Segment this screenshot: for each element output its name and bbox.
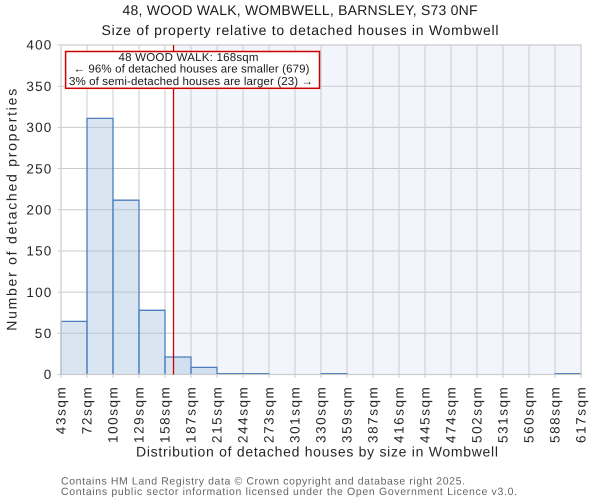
- svg-text:502sqm: 502sqm: [470, 387, 485, 443]
- svg-text:100: 100: [26, 285, 51, 300]
- svg-text:531sqm: 531sqm: [496, 387, 511, 443]
- svg-text:129sqm: 129sqm: [132, 387, 147, 443]
- svg-text:Number of detached properties: Number of detached properties: [4, 89, 20, 331]
- svg-text:250: 250: [26, 161, 51, 176]
- svg-text:48 WOOD WALK: 168sqm: 48 WOOD WALK: 168sqm: [119, 52, 259, 64]
- svg-text:150: 150: [26, 244, 51, 259]
- svg-text:215sqm: 215sqm: [210, 387, 225, 443]
- svg-text:Contains public sector informa: Contains public sector information licen…: [61, 486, 517, 498]
- svg-text:301sqm: 301sqm: [288, 387, 303, 443]
- svg-text:Distribution of detached house: Distribution of detached houses by size …: [136, 444, 498, 460]
- svg-text:588sqm: 588sqm: [548, 387, 563, 443]
- svg-text:416sqm: 416sqm: [392, 387, 407, 443]
- svg-text:3% of semi-detached houses are: 3% of semi-detached houses are larger (2…: [69, 76, 313, 88]
- svg-text:359sqm: 359sqm: [340, 387, 355, 443]
- svg-text:617sqm: 617sqm: [574, 387, 589, 443]
- svg-text:43sqm: 43sqm: [54, 387, 69, 434]
- svg-text:158sqm: 158sqm: [158, 387, 173, 443]
- svg-text:48, WOOD WALK, WOMBWELL, BARNS: 48, WOOD WALK, WOMBWELL, BARNSLEY, S73 0…: [123, 2, 478, 18]
- svg-text:Size of property relative to d: Size of property relative to detached ho…: [102, 22, 499, 38]
- svg-text:400: 400: [26, 38, 51, 53]
- svg-text:560sqm: 560sqm: [522, 387, 537, 443]
- svg-text:300: 300: [26, 120, 51, 135]
- svg-text:350: 350: [26, 79, 51, 94]
- svg-text:Contains HM Land Registry data: Contains HM Land Registry data © Crown c…: [61, 476, 465, 488]
- svg-text:474sqm: 474sqm: [444, 387, 459, 443]
- svg-text:387sqm: 387sqm: [366, 387, 381, 443]
- svg-text:50: 50: [35, 326, 52, 341]
- svg-text:187sqm: 187sqm: [184, 387, 199, 443]
- svg-text:← 96% of detached houses are s: ← 96% of detached houses are smaller (67…: [74, 64, 310, 76]
- svg-text:0: 0: [44, 367, 52, 382]
- svg-text:200: 200: [26, 202, 51, 217]
- svg-text:244sqm: 244sqm: [236, 387, 251, 443]
- svg-text:72sqm: 72sqm: [80, 387, 95, 434]
- svg-text:100sqm: 100sqm: [106, 387, 121, 443]
- svg-text:330sqm: 330sqm: [314, 387, 329, 443]
- svg-text:445sqm: 445sqm: [418, 387, 433, 443]
- svg-text:273sqm: 273sqm: [262, 387, 277, 443]
